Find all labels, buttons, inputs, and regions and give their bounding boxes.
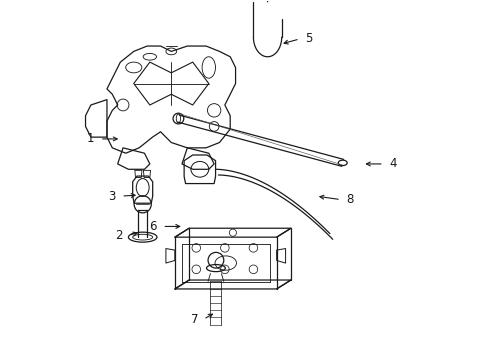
Text: 4: 4 [388, 157, 396, 170]
Text: 3: 3 [108, 190, 116, 203]
Text: 5: 5 [305, 32, 312, 45]
Text: 2: 2 [115, 229, 123, 242]
Text: 6: 6 [149, 220, 157, 233]
Text: 8: 8 [346, 193, 353, 206]
Text: 1: 1 [87, 132, 94, 145]
Text: 7: 7 [190, 313, 198, 326]
